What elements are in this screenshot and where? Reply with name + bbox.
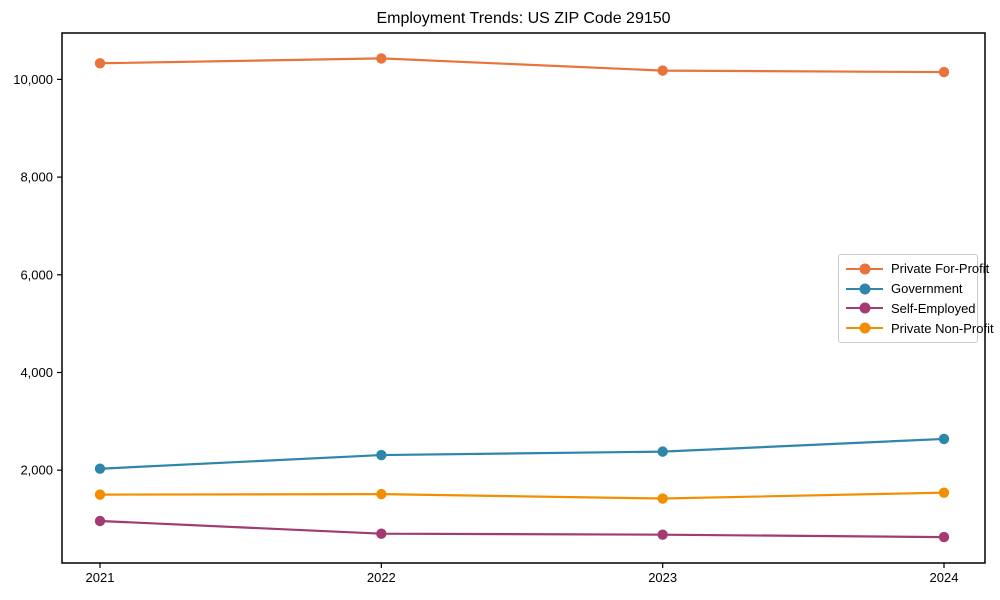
- chart-title: Employment Trends: US ZIP Code 29150: [376, 10, 671, 27]
- legend-dot: [859, 283, 870, 295]
- x-tick-label: 2021: [86, 570, 115, 585]
- x-tick-label: 2024: [930, 570, 959, 585]
- series-line: [98, 519, 946, 539]
- series-line: [98, 437, 946, 470]
- legend-label: Government: [891, 281, 963, 297]
- x-tick-label: 2023: [648, 570, 677, 585]
- plot-frame: [61, 32, 986, 564]
- legend-dot: [859, 322, 870, 334]
- data-point: [94, 58, 106, 69]
- series-line: [98, 57, 946, 74]
- data-point: [938, 487, 950, 498]
- data-point: [94, 463, 106, 474]
- data-point: [94, 489, 106, 500]
- y-tick-label: 6,000: [20, 267, 53, 282]
- legend-item: Government: [846, 280, 970, 298]
- y-tick-label: 4,000: [20, 365, 53, 380]
- series-line: [98, 491, 946, 500]
- legend-item: Private Non-Profit: [846, 319, 994, 337]
- data-point: [938, 433, 950, 445]
- data-point: [657, 493, 668, 504]
- data-point: [657, 446, 668, 457]
- y-tick-label: 2,000: [20, 463, 53, 478]
- data-point: [376, 53, 387, 64]
- data-point: [938, 531, 950, 543]
- legend-line-marker: [846, 283, 883, 295]
- data-point: [94, 515, 106, 527]
- legend-label: Self-Employed: [891, 300, 976, 316]
- data-point: [376, 488, 387, 500]
- y-tick-label: 10,000: [13, 72, 53, 87]
- legend-item: Self-Employed: [846, 299, 976, 317]
- legend-line-marker: [846, 263, 883, 275]
- x-tick-label: 2022: [367, 570, 396, 585]
- legend-label: Private Non-Profit: [891, 320, 994, 336]
- legend-label: Private For-Profit: [891, 261, 990, 277]
- data-point: [938, 66, 950, 78]
- legend: Private For-Profit Government Self-Emplo…: [838, 254, 994, 343]
- legend-item: Private For-Profit: [846, 260, 989, 278]
- legend-line-marker: [846, 322, 883, 334]
- data-point: [657, 65, 668, 76]
- data-point: [376, 449, 387, 461]
- legend-line-marker: [846, 302, 883, 314]
- y-tick-label: 8,000: [20, 170, 53, 185]
- data-point: [376, 528, 387, 539]
- data-point: [657, 529, 668, 540]
- legend-dot: [859, 302, 870, 314]
- legend-dot: [859, 263, 870, 275]
